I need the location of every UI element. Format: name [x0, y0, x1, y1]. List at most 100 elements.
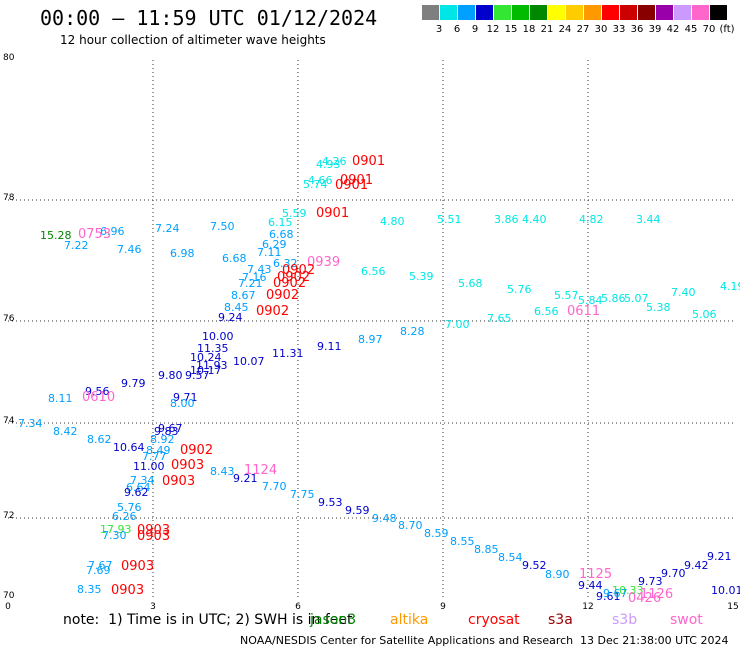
legend-tick-label: 6 — [453, 24, 461, 35]
wave-height-label: 9.52 — [522, 559, 547, 572]
wave-height-label: 3.44 — [636, 213, 661, 226]
wave-height-label: 8.11 — [48, 392, 73, 405]
x-tick-label: 3 — [150, 602, 156, 612]
pass-time-label: 1126 — [640, 587, 673, 602]
wave-height-label: 17.93 — [100, 523, 132, 536]
pass-time-label: 0902 — [256, 304, 289, 319]
pass-time-label: 0903 — [137, 523, 170, 538]
x-axis-ticks: 0 3 6 9 12 15 — [5, 602, 739, 612]
pass-time-label: 1125 — [579, 567, 612, 582]
wave-height-label: 10.07 — [233, 355, 265, 368]
wave-height-label: 11.93 — [196, 359, 228, 372]
wave-height-label: 7.69 — [86, 564, 111, 577]
pass-time-label: 0901 — [340, 173, 373, 188]
wave-height-label: 5.38 — [646, 301, 671, 314]
pass-time-label: 0753 — [78, 227, 111, 242]
wave-height-label: 4.80 — [380, 215, 405, 228]
legend-swatch — [422, 5, 439, 20]
wave-height-label: 7.11 — [257, 246, 282, 259]
wave-height-label: 9.48 — [372, 512, 397, 525]
pass-time-label: 0902 — [180, 443, 213, 458]
wave-height-label: 7.22 — [64, 239, 89, 252]
y-tick-label: 74 — [3, 416, 15, 426]
legend-swatch — [674, 5, 691, 20]
wave-height-label: 9.61 — [596, 590, 621, 603]
wave-height-label: 5.76 — [117, 501, 142, 514]
wave-height-label: 10.00 — [202, 330, 234, 343]
wave-height-label: 9.21 — [707, 550, 732, 563]
pass-time-label: 1124 — [244, 463, 277, 478]
wave-height-label: 9.57 — [185, 369, 210, 382]
wave-height-label: 7.70 — [262, 480, 287, 493]
legend-swatch — [692, 5, 709, 20]
legend-swatch — [512, 5, 529, 20]
pass-time-label: 0903 — [121, 559, 154, 574]
wave-height-label: 8.28 — [400, 325, 425, 338]
wave-height-label: 7.65 — [487, 312, 512, 325]
satellite-altika: altika — [390, 612, 429, 628]
wave-height-label: 5.39 — [409, 270, 434, 283]
satellite-s3a: s3a — [548, 612, 573, 628]
wave-height-label: 7.43 — [247, 263, 272, 276]
wave-height-label: 7.21 — [238, 277, 263, 290]
legend-tick-label: 42 — [666, 24, 680, 35]
wave-height-label: 5.84 — [578, 294, 603, 307]
wave-height-label: 5.68 — [458, 277, 483, 290]
legend-swatch — [584, 5, 601, 20]
legend-swatch — [530, 5, 547, 20]
wave-height-label: 6.56 — [361, 265, 386, 278]
y-tick-label: 76 — [3, 314, 15, 324]
legend-swatch — [566, 5, 583, 20]
satellite-cryosat: cryosat — [468, 612, 520, 628]
legend-swatch — [494, 5, 511, 20]
credit-line: NOAA/NESDIS Center for Satellite Applica… — [240, 634, 574, 647]
wave-height-label: 5.74 — [303, 178, 328, 191]
legend-swatch — [638, 5, 655, 20]
legend-tick-label: 15 — [504, 24, 518, 35]
wave-height-label: 9.67 — [603, 587, 628, 600]
wave-height-label: 11.00 — [133, 460, 165, 473]
wave-height-label: 8.70 — [398, 519, 423, 532]
legend-tick-label: 12 — [486, 24, 500, 35]
wave-height-label: 6.68 — [269, 228, 294, 241]
wave-height-label: 4.93 — [316, 158, 341, 171]
wave-height-label: 6.26 — [112, 510, 137, 523]
legend-swatch — [656, 5, 673, 20]
wave-height-label: 7.30 — [102, 529, 127, 542]
satellite-s3b: s3b — [612, 612, 638, 628]
wave-height-label: 9.44 — [578, 579, 603, 592]
wave-height-label: 6.15 — [268, 216, 293, 229]
wave-height-label: 9.21 — [233, 472, 258, 485]
wave-height-label: 6.96 — [100, 225, 125, 238]
legend-tick-label: 3 — [435, 24, 443, 35]
legend-swatch — [710, 5, 727, 20]
wave-height-label: 7.00 — [445, 318, 470, 331]
pass-time-label: 0903 — [162, 474, 195, 489]
wave-height-label: 8.90 — [545, 568, 570, 581]
wave-height-label: 7.75 — [290, 488, 315, 501]
legend-swatch — [548, 5, 565, 20]
wave-height-label: 7.67 — [88, 559, 113, 572]
generation-timestamp: 13 Dec 21:38:00 UTC 2024 — [580, 634, 729, 647]
wave-height-label: 6.64 — [126, 481, 151, 494]
wave-height-label: 9.56 — [85, 385, 110, 398]
wave-height-label: 9.70 — [661, 567, 686, 580]
legend-swatch — [440, 5, 457, 20]
wave-height-label: 8.00 — [170, 397, 195, 410]
legend-tick-label: 33 — [612, 24, 626, 35]
wave-height-label: 7.50 — [210, 220, 235, 233]
wave-height-label: 10.33 — [612, 584, 644, 597]
wave-height-label: 9.67 — [158, 422, 183, 435]
wave-height-label: 9.73 — [638, 575, 663, 588]
wave-height-label: 4.26 — [322, 155, 347, 168]
wave-height-label: 8.92 — [150, 433, 175, 446]
wave-height-label: 9.80 — [158, 369, 183, 382]
wave-height-label: 9.42 — [684, 559, 709, 572]
pass-time-label: 0903 — [171, 458, 204, 473]
wave-height-label: 8.35 — [77, 583, 102, 596]
pass-time-label: 0902 — [273, 276, 306, 291]
wave-height-label: 7.77 — [142, 450, 167, 463]
wave-height-label: 8.42 — [53, 425, 78, 438]
satellite-jason3: jason3 — [310, 612, 357, 628]
